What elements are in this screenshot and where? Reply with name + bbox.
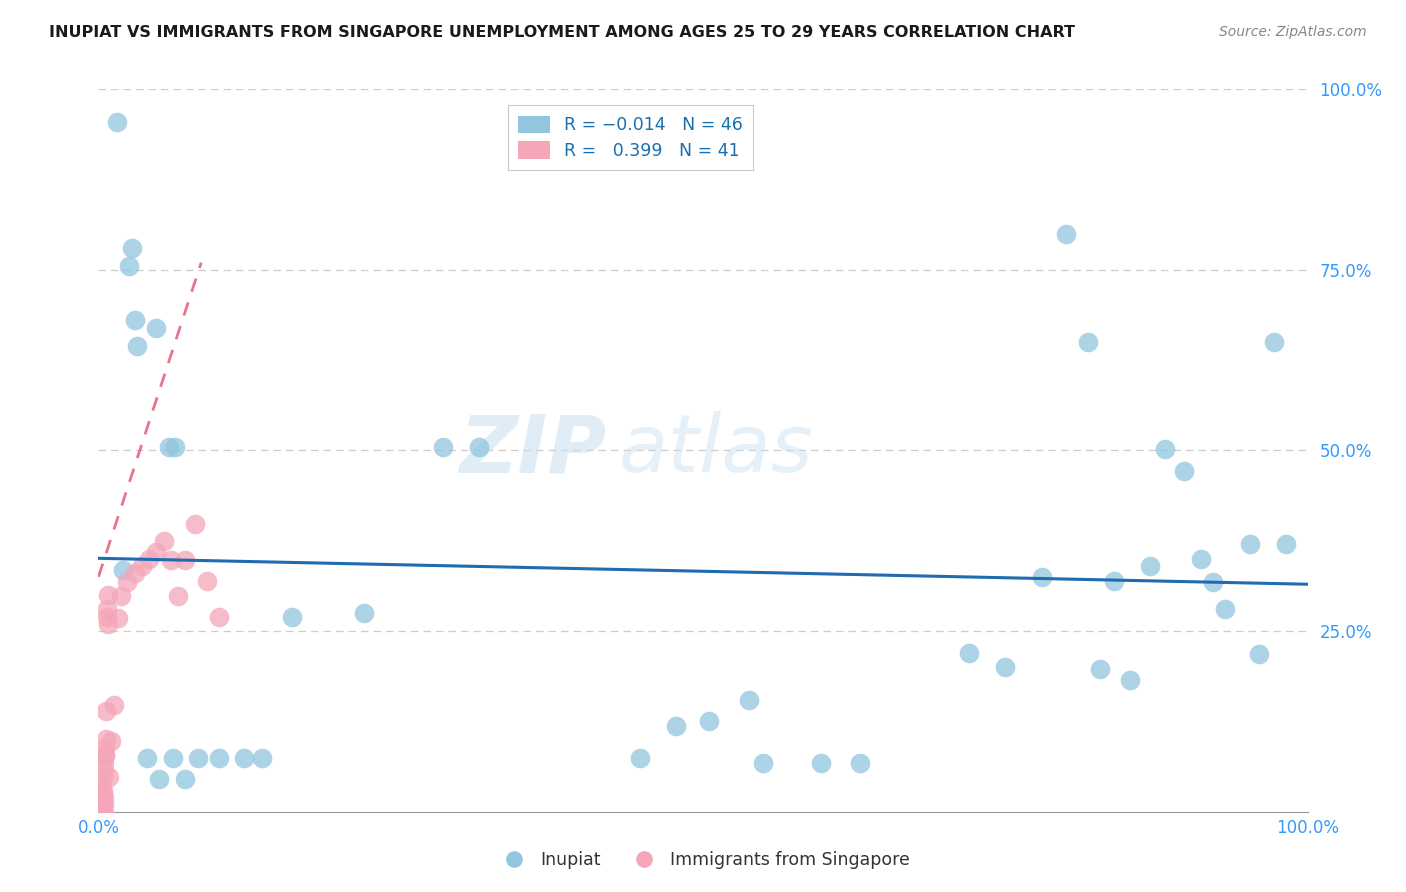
Point — [118, 259, 141, 273]
Point — [124, 566, 146, 581]
Point — [738, 692, 761, 706]
Point — [157, 440, 180, 454]
Point — [91, 791, 114, 805]
Point — [127, 339, 149, 353]
Point — [432, 440, 454, 454]
Point — [195, 574, 218, 588]
Point — [97, 616, 120, 631]
Point — [250, 750, 273, 764]
Legend: Inupiat, Immigrants from Singapore: Inupiat, Immigrants from Singapore — [489, 845, 917, 876]
Point — [93, 748, 115, 763]
Point — [148, 772, 170, 787]
Point — [162, 750, 184, 764]
Point — [93, 797, 115, 812]
Point — [117, 574, 139, 589]
Point — [124, 313, 146, 327]
Point — [145, 544, 167, 558]
Point — [174, 772, 197, 787]
Point — [1102, 574, 1125, 588]
Point — [665, 719, 688, 733]
Point — [105, 114, 128, 128]
Point — [174, 553, 197, 567]
Text: Source: ZipAtlas.com: Source: ZipAtlas.com — [1219, 25, 1367, 39]
Point — [111, 563, 134, 577]
Point — [957, 646, 980, 660]
Point — [145, 320, 167, 334]
Point — [353, 606, 375, 620]
Point — [90, 805, 112, 819]
Point — [91, 780, 114, 794]
Point — [628, 750, 651, 764]
Point — [1215, 602, 1237, 616]
Point — [96, 704, 118, 718]
Point — [163, 440, 186, 454]
Point — [110, 590, 132, 604]
Legend: R = −0.014   N = 46, R =   0.399   N = 41: R = −0.014 N = 46, R = 0.399 N = 41 — [508, 105, 752, 170]
Point — [1249, 647, 1271, 661]
Point — [90, 794, 112, 808]
Point — [93, 756, 115, 770]
Point — [849, 756, 872, 770]
Point — [93, 805, 115, 819]
Text: ZIP: ZIP — [458, 411, 606, 490]
Point — [160, 553, 183, 567]
Point — [152, 533, 174, 548]
Point — [187, 750, 209, 764]
Point — [93, 790, 115, 805]
Point — [1173, 464, 1195, 478]
Point — [1275, 537, 1298, 551]
Point — [1189, 551, 1212, 566]
Point — [752, 756, 775, 770]
Point — [131, 559, 153, 574]
Point — [138, 551, 160, 566]
Point — [1031, 570, 1053, 584]
Point — [697, 714, 720, 729]
Point — [1119, 673, 1142, 688]
Point — [91, 787, 114, 801]
Point — [135, 750, 157, 764]
Point — [184, 517, 207, 532]
Point — [121, 241, 143, 255]
Point — [1202, 574, 1225, 589]
Point — [107, 611, 129, 625]
Point — [167, 590, 190, 604]
Text: atlas: atlas — [619, 411, 813, 490]
Point — [208, 609, 231, 624]
Point — [1088, 662, 1111, 676]
Point — [91, 784, 114, 798]
Point — [1263, 334, 1285, 349]
Point — [94, 741, 117, 756]
Point — [94, 732, 117, 747]
Point — [94, 748, 117, 763]
Point — [90, 801, 112, 815]
Point — [97, 588, 120, 602]
Point — [96, 602, 118, 616]
Point — [1154, 442, 1177, 456]
Point — [281, 609, 304, 624]
Point — [103, 698, 125, 712]
Point — [468, 440, 491, 454]
Point — [1054, 227, 1077, 241]
Point — [100, 734, 122, 748]
Point — [93, 770, 115, 784]
Point — [1139, 559, 1161, 574]
Point — [96, 609, 118, 624]
Point — [1239, 537, 1261, 551]
Point — [994, 660, 1017, 674]
Point — [1076, 334, 1098, 349]
Point — [208, 750, 231, 764]
Point — [232, 750, 254, 764]
Point — [91, 799, 114, 814]
Text: INUPIAT VS IMMIGRANTS FROM SINGAPORE UNEMPLOYMENT AMONG AGES 25 TO 29 YEARS CORR: INUPIAT VS IMMIGRANTS FROM SINGAPORE UNE… — [49, 25, 1076, 40]
Point — [98, 770, 121, 784]
Point — [810, 756, 832, 770]
Point — [91, 805, 114, 819]
Point — [93, 763, 115, 777]
